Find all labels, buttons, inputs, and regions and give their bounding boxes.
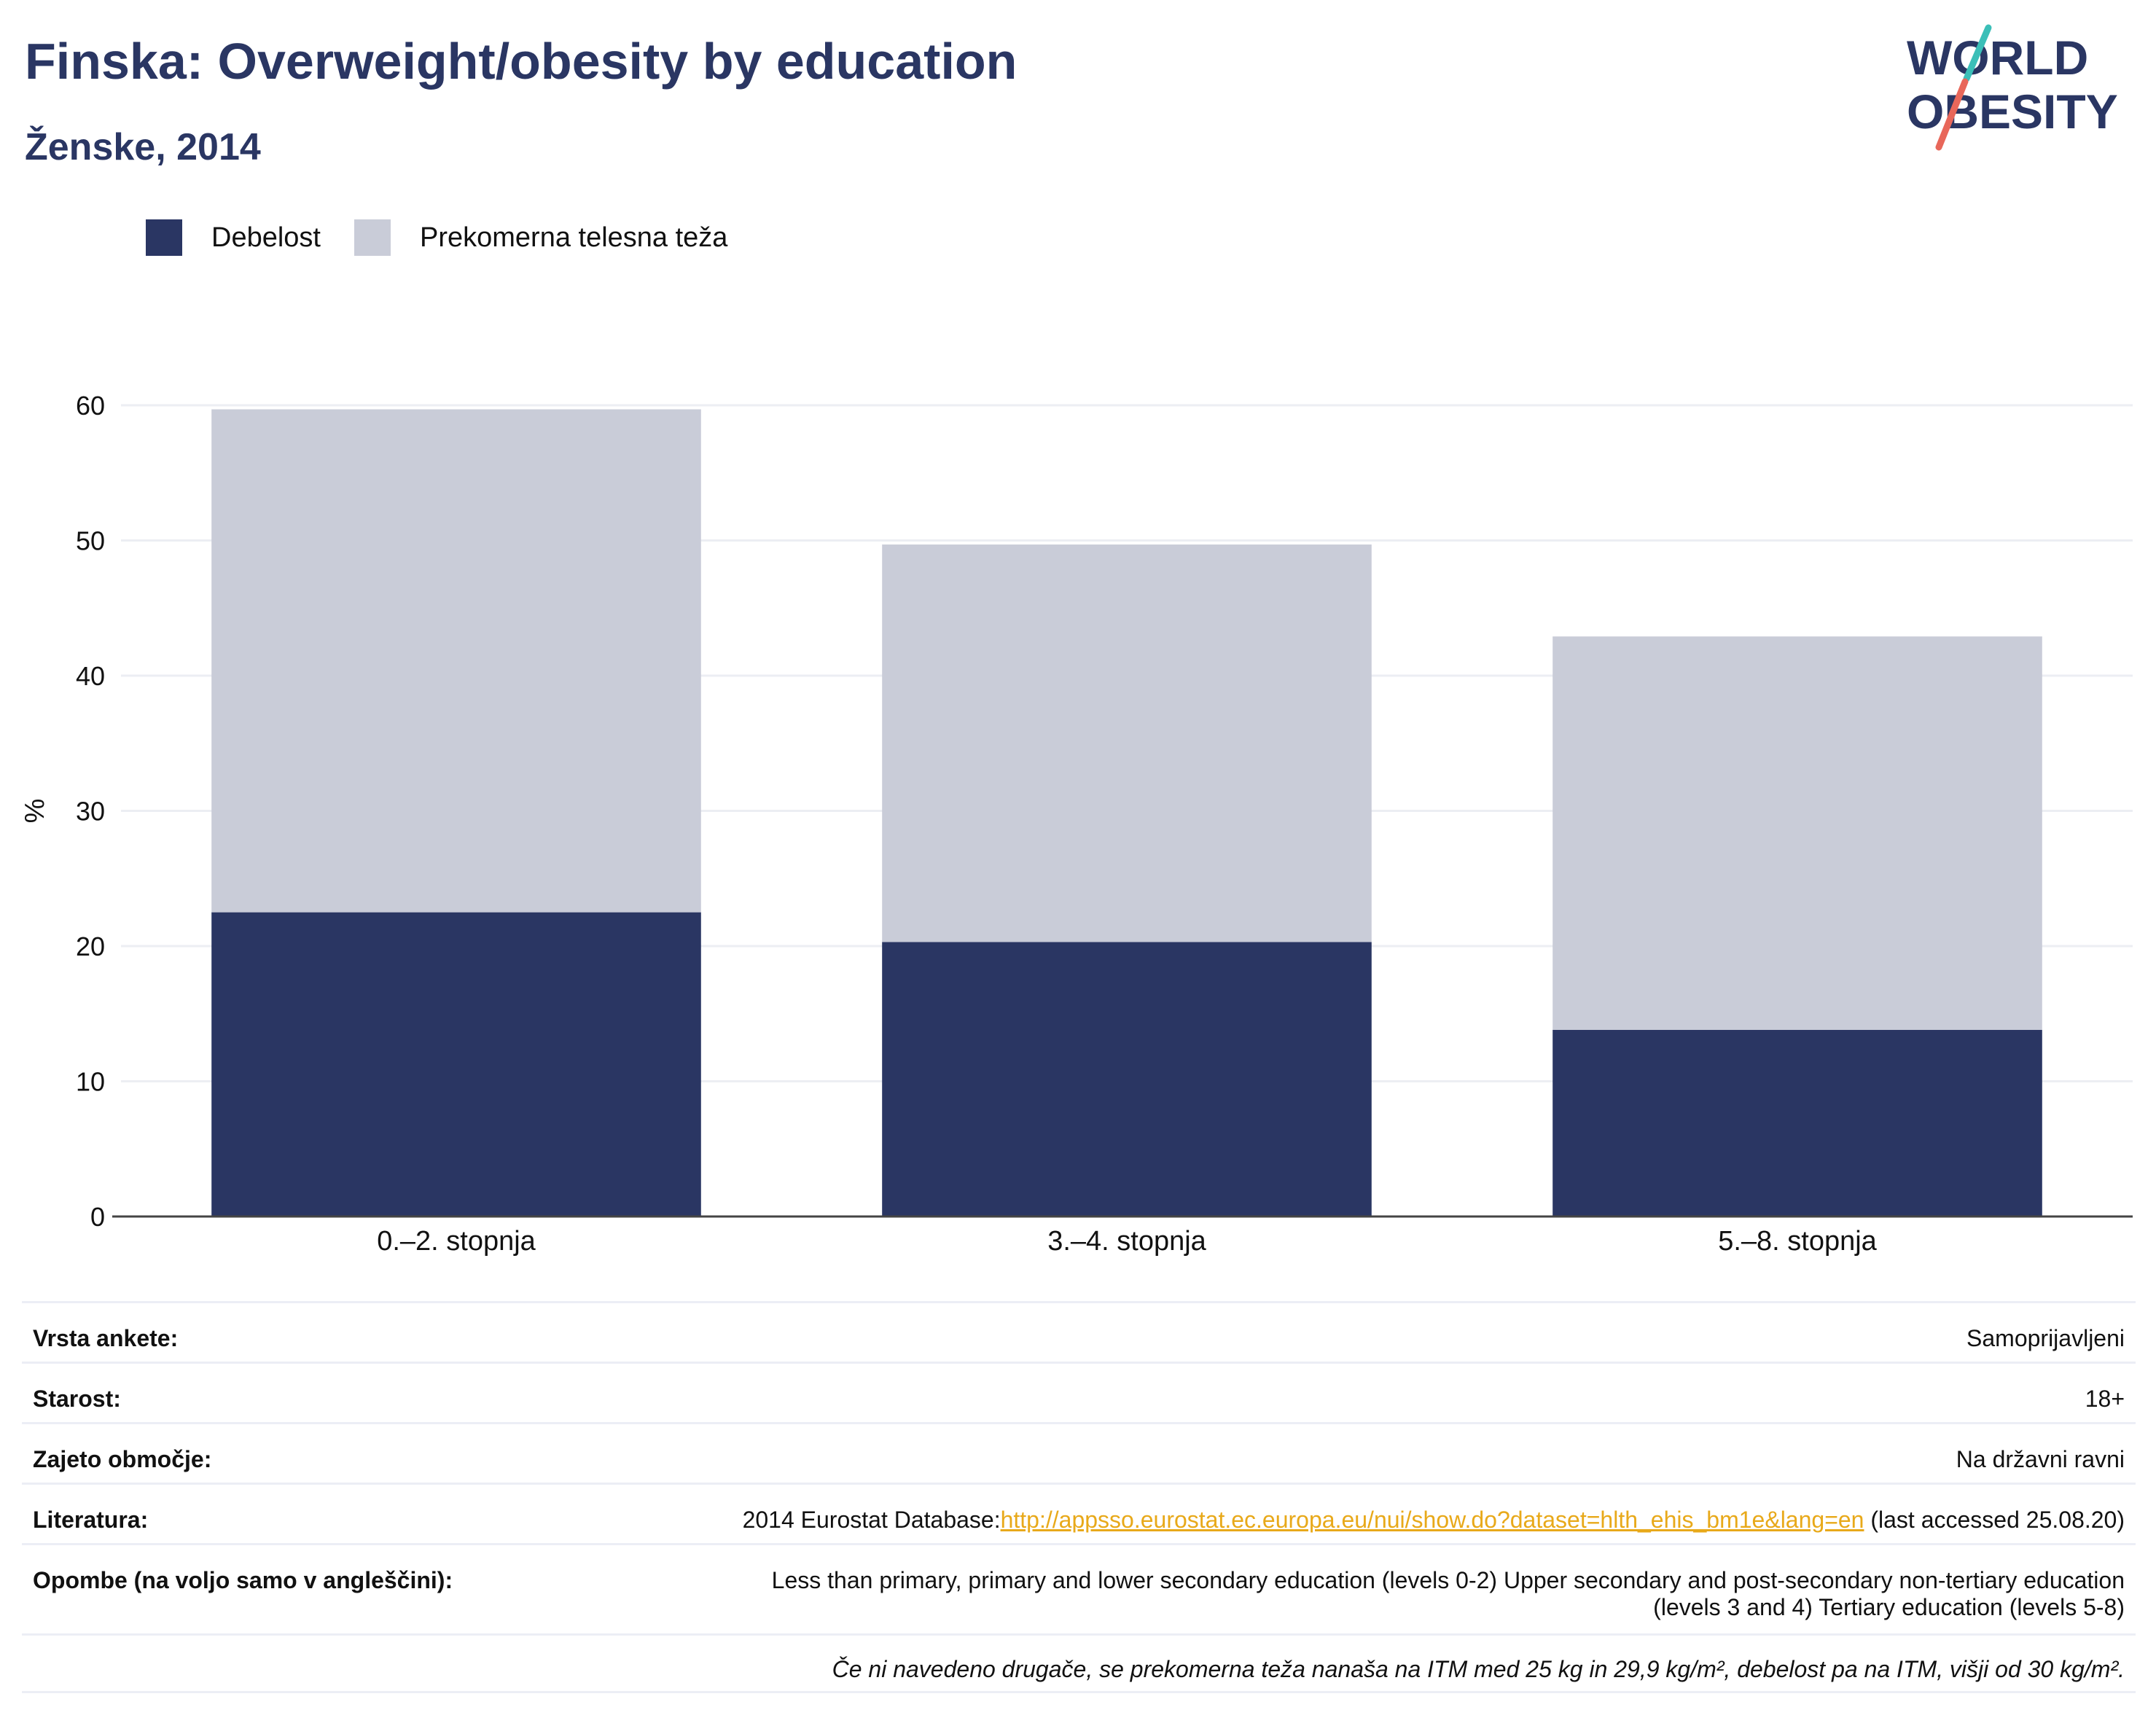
info-row-survey: Vrsta ankete: Samoprijavljeni [22,1301,2136,1362]
world-obesity-logo: WORLD OBESITY [1907,24,2118,151]
legend-label-obesity: Debelost [211,222,321,253]
age-label: Starost: [33,1386,121,1412]
logo-word-obesity: OBESITY [1907,85,2118,138]
notes-label: Opombe (na voljo samo v angleščini): [33,1567,453,1593]
y-tick-label: 0 [90,1202,105,1232]
bar-obesity [882,942,1372,1216]
bar-obesity [1552,1030,2042,1216]
coverage-label: Zajeto območje: [33,1446,212,1472]
y-tick-label: 60 [76,391,105,421]
bar-obesity [211,912,701,1216]
y-axis-label: % [20,799,50,824]
literature-value: 2014 Eurostat Database:http://appsso.eur… [743,1507,2125,1534]
legend-swatch-obesity [146,219,182,256]
survey-label: Vrsta ankete: [33,1325,179,1351]
age-value: 18+ [2085,1386,2125,1412]
literature-link[interactable]: http://appsso.eurostat.ec.europa.eu/nui/… [1000,1507,1864,1533]
logo-slash-red [1935,78,1969,151]
info-row-age: Starost: 18+ [22,1362,2136,1422]
legend-item-overweight[interactable]: Prekomerna telesna teža [354,219,727,256]
notes-line-2: (levels 3 and 4) Tertiary education (lev… [1653,1594,2125,1620]
logo-slash-teal [1963,24,1992,82]
legend-item-obesity[interactable]: Debelost [146,219,321,256]
legend-label-overweight: Prekomerna telesna teža [419,222,728,253]
bar-overweight [882,544,1372,942]
info-row-coverage: Zajeto območje: Na državni ravni [22,1422,2136,1483]
y-tick-label: 40 [76,661,105,691]
info-row-literature: Literatura: 2014 Eurostat Database:http:… [22,1483,2136,1543]
coverage-value: Na državni ravni [1956,1446,2125,1472]
bar-chart: 0 10 20 30 40 50 60% 0.–2. stopnja 3.–4. stopnja… [20,391,2133,1257]
x-tick-label: 5.–8. stopnja [1718,1226,1877,1257]
bar-overweight [1552,636,2042,1031]
y-tick-label: 20 [76,932,105,961]
chart-legend: Debelost Prekomerna telesna teža [146,216,761,259]
y-tick-label: 10 [76,1067,105,1097]
bar-overweight [211,409,701,913]
page-title: Finska: Overweight/obesity by education [25,33,1018,90]
info-row-notes: Opombe (na voljo samo v angleščini): Les… [22,1543,2136,1633]
x-tick-label: 3.–4. stopnja [1047,1226,1206,1257]
x-tick-label: 0.–2. stopnja [377,1226,536,1257]
literature-prefix: 2014 Eurostat Database: [742,1507,1001,1533]
info-table: Vrsta ankete: Samoprijavljeni Starost: 1… [22,1301,2136,1693]
literature-label: Literatura: [33,1507,149,1533]
literature-suffix: (last accessed 25.08.20) [1864,1507,2125,1533]
page-subtitle: Ženske, 2014 [25,126,261,168]
survey-value: Samoprijavljeni [1966,1325,2125,1351]
notes-value: Less than primary, primary and lower sec… [772,1567,2125,1621]
notes-line-1: Less than primary, primary and lower sec… [771,1567,2125,1593]
footnote: Če ni navedeno drugače, se prekomerna te… [22,1633,2136,1693]
y-tick-label: 50 [76,526,105,556]
y-tick-label: 30 [76,797,105,827]
logo-word-world: WORLD [1907,31,2088,85]
legend-swatch-overweight [354,219,391,256]
